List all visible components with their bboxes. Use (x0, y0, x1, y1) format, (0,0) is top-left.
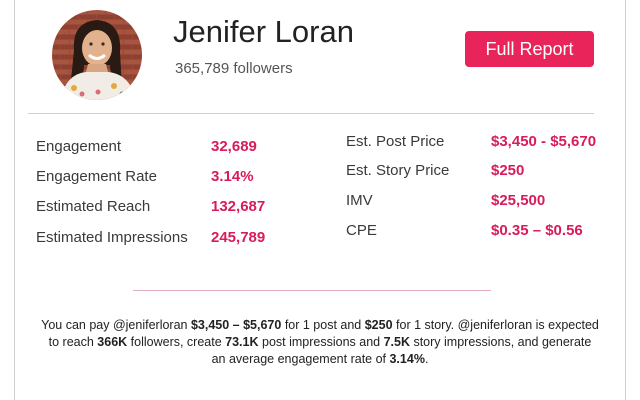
profile-name: Jenifer Loran (173, 14, 354, 49)
summary-highlight-engagement-rate: 3.14% (389, 352, 425, 366)
summary-text-part: You can pay @jeniferloran (41, 318, 191, 332)
section-divider (133, 290, 491, 291)
summary-text-part: for 1 story. @jeniferloran is expected t… (48, 318, 599, 349)
metric-value: 3.14% (211, 168, 254, 185)
metric-value: 245,789 (211, 229, 266, 246)
full-report-button[interactable]: Full Report (465, 31, 594, 67)
metric-value: $250 (491, 162, 525, 179)
summary-highlight-reach: 366K (97, 335, 128, 349)
summary-text-part: story impressions, and generate an avera… (211, 335, 592, 366)
follower-count: 365,789 followers (175, 60, 293, 77)
metric-label: Engagement Rate (36, 168, 157, 185)
metric-label: Estimated Reach (36, 198, 151, 215)
metric-value: $25,500 (491, 192, 546, 209)
summary-highlight-story-price: $250 (364, 318, 393, 332)
metric-label: Est. Story Price (346, 162, 450, 179)
summary-highlight-post-price: $3,450 – $5,670 (190, 318, 282, 332)
metric-value: 132,687 (211, 198, 266, 215)
metric-label: IMV (346, 192, 373, 209)
metric-label: Est. Post Price (346, 133, 445, 150)
metric-label: Estimated Impressions (36, 229, 188, 246)
summary-highlight-post-impressions: 73.1K (225, 335, 259, 349)
profile-photo-icon (52, 10, 142, 100)
metric-value: $3,450 - $5,670 (491, 133, 597, 150)
metric-value: 32,689 (211, 138, 257, 155)
metric-label: Engagement (36, 138, 122, 155)
summary-text-part: for 1 post and (281, 318, 365, 332)
metric-value: $0.35 – $0.56 (491, 222, 583, 239)
divider (28, 113, 594, 114)
summary-text-part: followers, create (127, 335, 226, 349)
summary-highlight-story-impressions: 7.5K (383, 335, 410, 349)
metric-label: CPE (346, 222, 377, 239)
summary-text-part: post impressions and (258, 335, 384, 349)
summary-text: You can pay @jeniferloran $3,450 – $5,67… (40, 317, 600, 368)
avatar (52, 10, 142, 100)
summary-text-part: . (424, 352, 429, 366)
